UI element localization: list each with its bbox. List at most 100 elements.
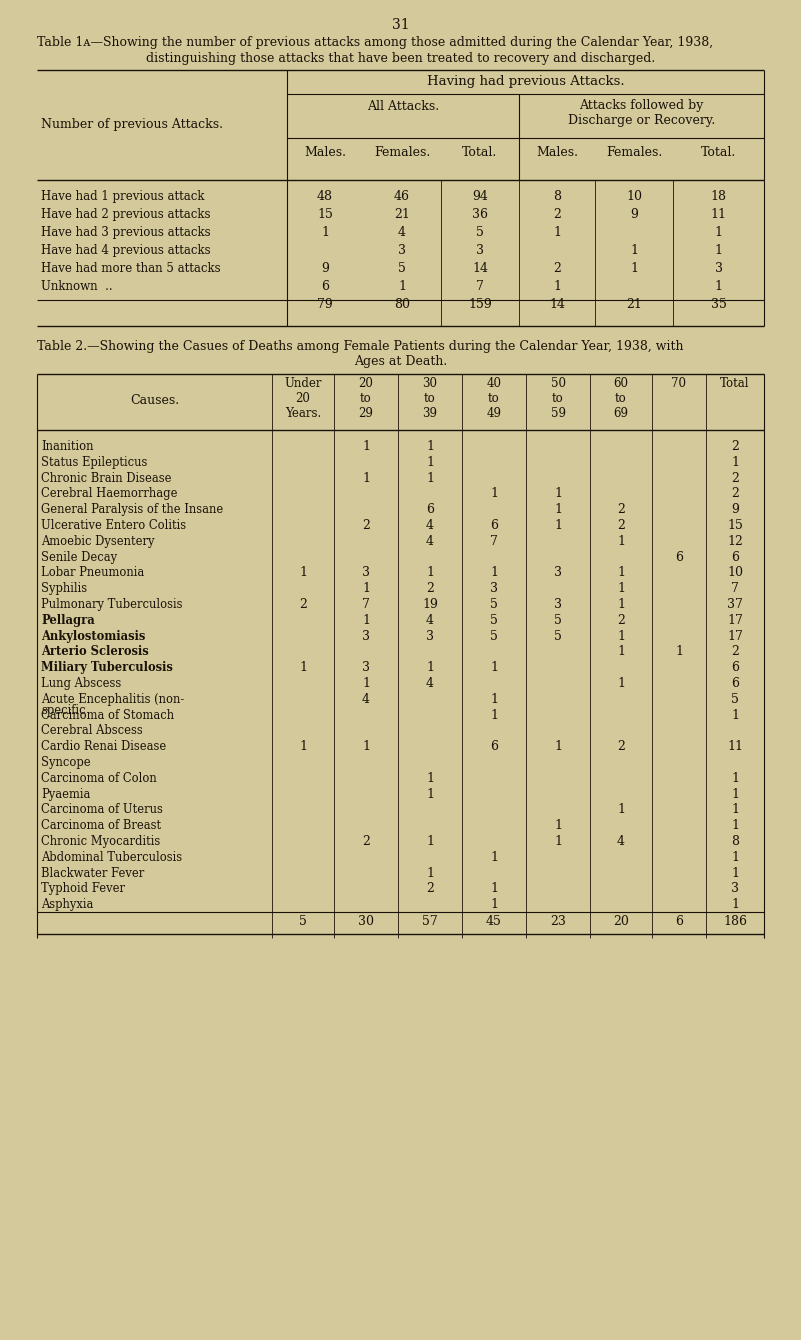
Text: 7: 7 bbox=[476, 280, 484, 293]
Text: 60
to
69: 60 to 69 bbox=[614, 377, 629, 419]
Text: 3: 3 bbox=[731, 883, 739, 895]
Text: 1: 1 bbox=[554, 819, 562, 832]
Text: 1: 1 bbox=[490, 709, 498, 722]
Text: 2: 2 bbox=[553, 263, 561, 275]
Text: Abdominal Tuberculosis: Abdominal Tuberculosis bbox=[41, 851, 182, 864]
Text: 5: 5 bbox=[490, 630, 498, 643]
Text: Arterio Sclerosis: Arterio Sclerosis bbox=[41, 646, 149, 658]
Text: 7: 7 bbox=[731, 582, 739, 595]
Text: 1: 1 bbox=[490, 851, 498, 864]
Text: Asphyxia: Asphyxia bbox=[41, 898, 94, 911]
Text: 2: 2 bbox=[731, 440, 739, 453]
Text: 4: 4 bbox=[617, 835, 625, 848]
Text: 11: 11 bbox=[727, 740, 743, 753]
Text: 4: 4 bbox=[426, 677, 434, 690]
Text: 6: 6 bbox=[675, 551, 683, 564]
Text: Cerebral Haemorrhage: Cerebral Haemorrhage bbox=[41, 488, 178, 500]
Text: Total: Total bbox=[720, 377, 750, 390]
Text: 1: 1 bbox=[362, 440, 370, 453]
Text: 1: 1 bbox=[490, 898, 498, 911]
Text: Cerebral Abscess: Cerebral Abscess bbox=[41, 725, 143, 737]
Text: 6: 6 bbox=[731, 551, 739, 564]
Text: Have had more than 5 attacks: Have had more than 5 attacks bbox=[41, 263, 220, 275]
Text: Have had 3 previous attacks: Have had 3 previous attacks bbox=[41, 226, 211, 239]
Text: 1: 1 bbox=[426, 472, 434, 485]
Text: 2: 2 bbox=[362, 519, 370, 532]
Text: 1: 1 bbox=[426, 567, 434, 579]
Text: Total.: Total. bbox=[701, 146, 736, 159]
Text: 17: 17 bbox=[727, 614, 743, 627]
Text: 1: 1 bbox=[731, 851, 739, 864]
Text: 6: 6 bbox=[490, 740, 498, 753]
Text: 1: 1 bbox=[617, 598, 625, 611]
Text: 1: 1 bbox=[426, 867, 434, 879]
Text: 6: 6 bbox=[490, 519, 498, 532]
Text: Typhoid Fever: Typhoid Fever bbox=[41, 883, 125, 895]
Text: 23: 23 bbox=[550, 915, 566, 929]
Text: 1: 1 bbox=[630, 263, 638, 275]
Text: 12: 12 bbox=[727, 535, 743, 548]
Text: 1: 1 bbox=[490, 488, 498, 500]
Text: Under
20
Years.: Under 20 Years. bbox=[284, 377, 322, 419]
Text: 30: 30 bbox=[358, 915, 374, 929]
Text: Syphilis: Syphilis bbox=[41, 582, 87, 595]
Text: Carcinoma of Uterus: Carcinoma of Uterus bbox=[41, 804, 163, 816]
Text: 1: 1 bbox=[299, 661, 307, 674]
Text: 7: 7 bbox=[362, 598, 370, 611]
Text: 19: 19 bbox=[422, 598, 438, 611]
Text: 40
to
49: 40 to 49 bbox=[486, 377, 501, 419]
Text: 9: 9 bbox=[321, 263, 329, 275]
Text: 1: 1 bbox=[490, 661, 498, 674]
Text: 15: 15 bbox=[317, 208, 333, 221]
Text: 36: 36 bbox=[472, 208, 488, 221]
Text: 21: 21 bbox=[394, 208, 410, 221]
Text: Attacks followed by: Attacks followed by bbox=[579, 99, 704, 113]
Text: 1: 1 bbox=[553, 280, 561, 293]
Text: 6: 6 bbox=[321, 280, 329, 293]
Text: 10: 10 bbox=[626, 190, 642, 202]
Text: Carcinoma of Breast: Carcinoma of Breast bbox=[41, 819, 161, 832]
Text: Females.: Females. bbox=[606, 146, 662, 159]
Text: 1: 1 bbox=[731, 456, 739, 469]
Text: 1: 1 bbox=[299, 567, 307, 579]
Text: 1: 1 bbox=[362, 677, 370, 690]
Text: 1: 1 bbox=[426, 661, 434, 674]
Text: Discharge or Recovery.: Discharge or Recovery. bbox=[568, 114, 715, 127]
Text: Syncope: Syncope bbox=[41, 756, 91, 769]
Text: 5: 5 bbox=[731, 693, 739, 706]
Text: Females.: Females. bbox=[374, 146, 430, 159]
Text: 2: 2 bbox=[617, 740, 625, 753]
Text: Table 2.—Showing the Casues of Deaths among Female Patients during the Calendar : Table 2.—Showing the Casues of Deaths am… bbox=[37, 340, 683, 352]
Text: Ankylostomiasis: Ankylostomiasis bbox=[41, 630, 145, 643]
Text: 4: 4 bbox=[398, 226, 406, 239]
Text: 6: 6 bbox=[731, 677, 739, 690]
Text: 1: 1 bbox=[554, 519, 562, 532]
Text: 2: 2 bbox=[731, 488, 739, 500]
Text: Status Epilepticus: Status Epilepticus bbox=[41, 456, 147, 469]
Text: Chronic Brain Disease: Chronic Brain Disease bbox=[41, 472, 171, 485]
Text: Ulcerative Entero Colitis: Ulcerative Entero Colitis bbox=[41, 519, 186, 532]
Text: 3: 3 bbox=[554, 567, 562, 579]
Text: Have had 4 previous attacks: Have had 4 previous attacks bbox=[41, 244, 211, 257]
Text: 1: 1 bbox=[490, 693, 498, 706]
Text: distinguishing those attacks that have been treated to recovery and discharged.: distinguishing those attacks that have b… bbox=[146, 52, 655, 66]
Text: specific: specific bbox=[41, 704, 86, 717]
Text: 1: 1 bbox=[426, 835, 434, 848]
Text: 1: 1 bbox=[714, 280, 723, 293]
Text: Carcinoma of Stomach: Carcinoma of Stomach bbox=[41, 709, 174, 722]
Text: 20
to
29: 20 to 29 bbox=[359, 377, 373, 419]
Text: 3: 3 bbox=[554, 598, 562, 611]
Text: 6: 6 bbox=[675, 915, 683, 929]
Text: 1: 1 bbox=[426, 456, 434, 469]
Text: 20: 20 bbox=[613, 915, 629, 929]
Text: 1: 1 bbox=[617, 630, 625, 643]
Text: 2: 2 bbox=[617, 614, 625, 627]
Text: 1: 1 bbox=[299, 740, 307, 753]
Text: Inanition: Inanition bbox=[41, 440, 94, 453]
Text: 1: 1 bbox=[426, 440, 434, 453]
Text: Having had previous Attacks.: Having had previous Attacks. bbox=[427, 75, 624, 88]
Text: 1: 1 bbox=[490, 567, 498, 579]
Text: 2: 2 bbox=[426, 582, 434, 595]
Text: Miliary Tuberculosis: Miliary Tuberculosis bbox=[41, 661, 173, 674]
Text: Chronic Myocarditis: Chronic Myocarditis bbox=[41, 835, 160, 848]
